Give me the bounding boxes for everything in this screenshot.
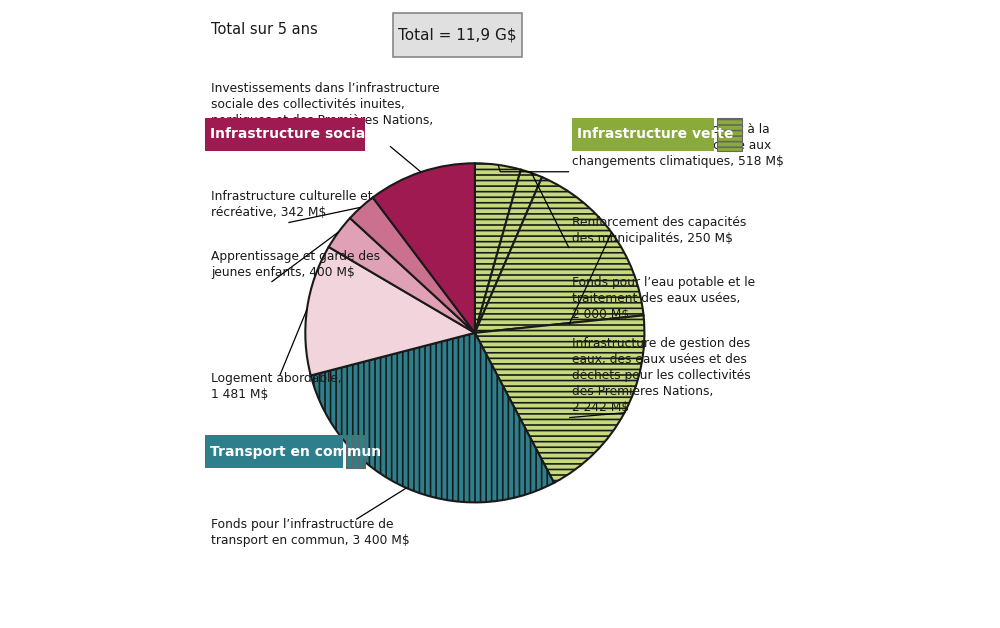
Text: Projets liés à l’adaptation et à la
résilience de l’infrastructure aux
changemen: Projets liés à l’adaptation et à la rési… <box>572 123 784 168</box>
Text: Infrastructure sociale: Infrastructure sociale <box>210 127 379 141</box>
FancyBboxPatch shape <box>205 118 365 151</box>
Wedge shape <box>475 315 644 483</box>
FancyBboxPatch shape <box>205 435 343 468</box>
Wedge shape <box>329 218 475 333</box>
Text: Logement abordable,
1 481 M$: Logement abordable, 1 481 M$ <box>211 372 342 401</box>
Wedge shape <box>475 177 644 333</box>
FancyBboxPatch shape <box>346 435 365 468</box>
Text: Total = 11,9 G$: Total = 11,9 G$ <box>398 27 517 42</box>
Text: Fonds pour l’eau potable et le
traitement des eaux usées,
2 000 M$: Fonds pour l’eau potable et le traitemen… <box>572 276 755 321</box>
Text: Investissements dans l’infrastructure
sociale des collectivités inuites,
nordiqu: Investissements dans l’infrastructure so… <box>211 82 440 143</box>
Text: Apprentissage et garde des
jeunes enfants, 400 M$: Apprentissage et garde des jeunes enfant… <box>211 249 380 279</box>
FancyBboxPatch shape <box>572 118 714 151</box>
Text: Fonds pour l’infrastructure de
transport en commun, 3 400 M$: Fonds pour l’infrastructure de transport… <box>211 517 410 546</box>
Text: Total sur 5 ans: Total sur 5 ans <box>211 22 318 37</box>
Wedge shape <box>305 247 475 376</box>
Text: Infrastructure verte: Infrastructure verte <box>577 127 734 141</box>
Text: Renforcement des capacités
des municipalités, 250 M$: Renforcement des capacités des municipal… <box>572 215 747 245</box>
Text: Infrastructure culturelle et
récréative, 342 M$: Infrastructure culturelle et récréative,… <box>211 190 373 219</box>
FancyBboxPatch shape <box>393 13 522 57</box>
Wedge shape <box>350 197 475 333</box>
FancyBboxPatch shape <box>717 118 742 151</box>
Wedge shape <box>475 170 542 333</box>
Text: Transport en commun: Transport en commun <box>210 445 381 458</box>
Wedge shape <box>373 163 475 333</box>
Wedge shape <box>475 163 521 333</box>
Wedge shape <box>311 333 554 502</box>
Text: Infrastructure de gestion des
eaux, des eaux usées et des
déchets pour les colle: Infrastructure de gestion des eaux, des … <box>572 337 751 414</box>
